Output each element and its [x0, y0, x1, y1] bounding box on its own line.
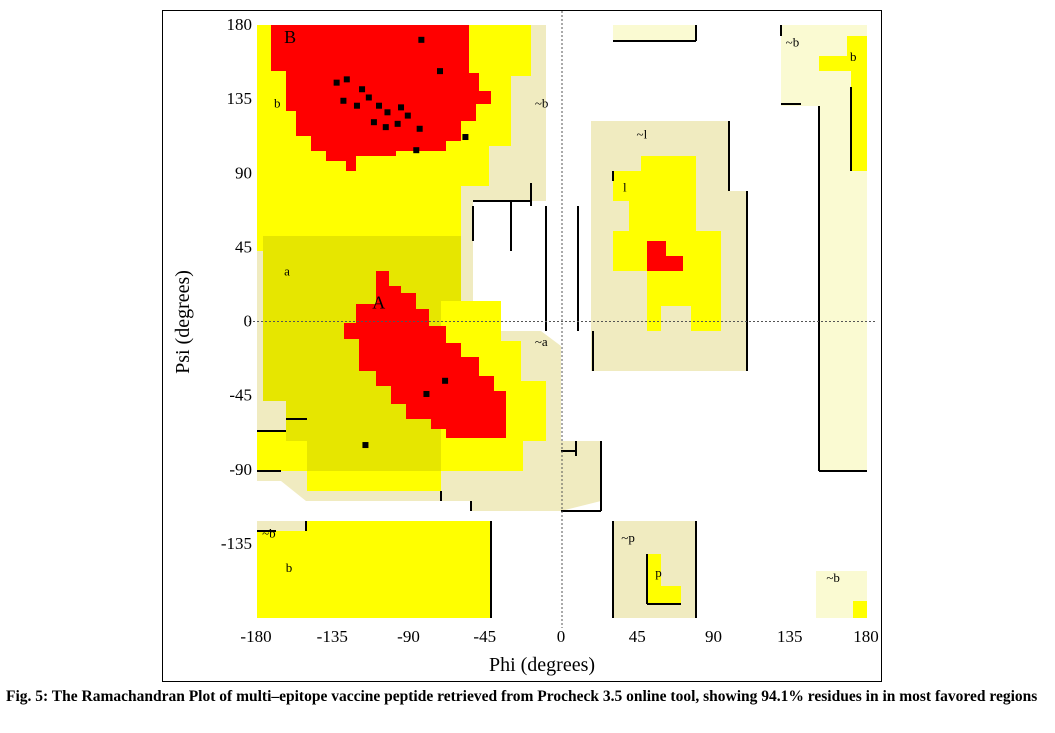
region-label-1: b [274, 95, 281, 110]
favoured-region-left-handed [647, 241, 683, 271]
region-label-7: ~a [535, 334, 548, 349]
region-label-4: l [623, 179, 627, 194]
data-point-0 [418, 36, 425, 43]
data-point-14 [394, 120, 401, 127]
region-label-8: ~b [786, 34, 800, 49]
data-point-1 [437, 68, 443, 75]
allowed-region-bottom-right [853, 601, 867, 618]
data-point-2 [333, 79, 340, 86]
data-point-19 [423, 390, 430, 397]
data-point-4 [359, 86, 366, 93]
allowed-region-p [647, 554, 681, 604]
allowed-regions [257, 25, 867, 618]
data-point-9 [384, 109, 391, 116]
data-point-10 [398, 104, 405, 111]
region-labels: Bb ~b ~l l a A ~a ~b b ~b b ~p p ~b [262, 27, 856, 585]
allowed-region-right-b-notch [819, 56, 847, 71]
region-label-9: b [850, 49, 857, 64]
region-label-10: ~b [262, 525, 276, 540]
data-point-16 [413, 147, 420, 154]
region-label-6: A [372, 292, 385, 312]
data-point-15 [416, 125, 423, 132]
region-label-5: a [284, 263, 290, 278]
data-points [333, 36, 469, 449]
region-label-3: ~l [637, 127, 648, 142]
region-label-2: ~b [535, 95, 549, 110]
data-point-7 [365, 94, 372, 101]
generous-region-right [781, 25, 867, 471]
ramachandran-plot: Bb ~b ~l l a A ~a ~b b ~b b ~p p ~b [249, 11, 877, 628]
generous-region-top-mid [613, 25, 696, 41]
data-point-18 [442, 377, 449, 384]
region-label-11: b [286, 560, 293, 575]
data-point-5 [340, 97, 347, 104]
figure-caption: Fig. 5: The Ramachandran Plot of multi–e… [6, 688, 1038, 705]
data-point-13 [382, 124, 389, 131]
data-point-8 [376, 102, 382, 109]
data-point-12 [370, 119, 377, 126]
region-label-13: p [655, 565, 662, 580]
favoured-region-beta [271, 25, 491, 171]
region-label-0: B [284, 27, 296, 47]
data-point-6 [353, 102, 360, 109]
data-point-20 [362, 442, 369, 449]
region-label-12: ~p [621, 530, 635, 545]
zero-reference-lines [249, 11, 877, 628]
data-point-3 [343, 76, 350, 83]
allowed-region-left-handed [613, 156, 721, 331]
allowed-region-bottom-left [257, 521, 491, 618]
favoured-region-alpha [344, 271, 506, 438]
data-point-11 [404, 112, 411, 119]
data-point-17 [462, 134, 469, 141]
region-label-14: ~b [826, 570, 840, 585]
